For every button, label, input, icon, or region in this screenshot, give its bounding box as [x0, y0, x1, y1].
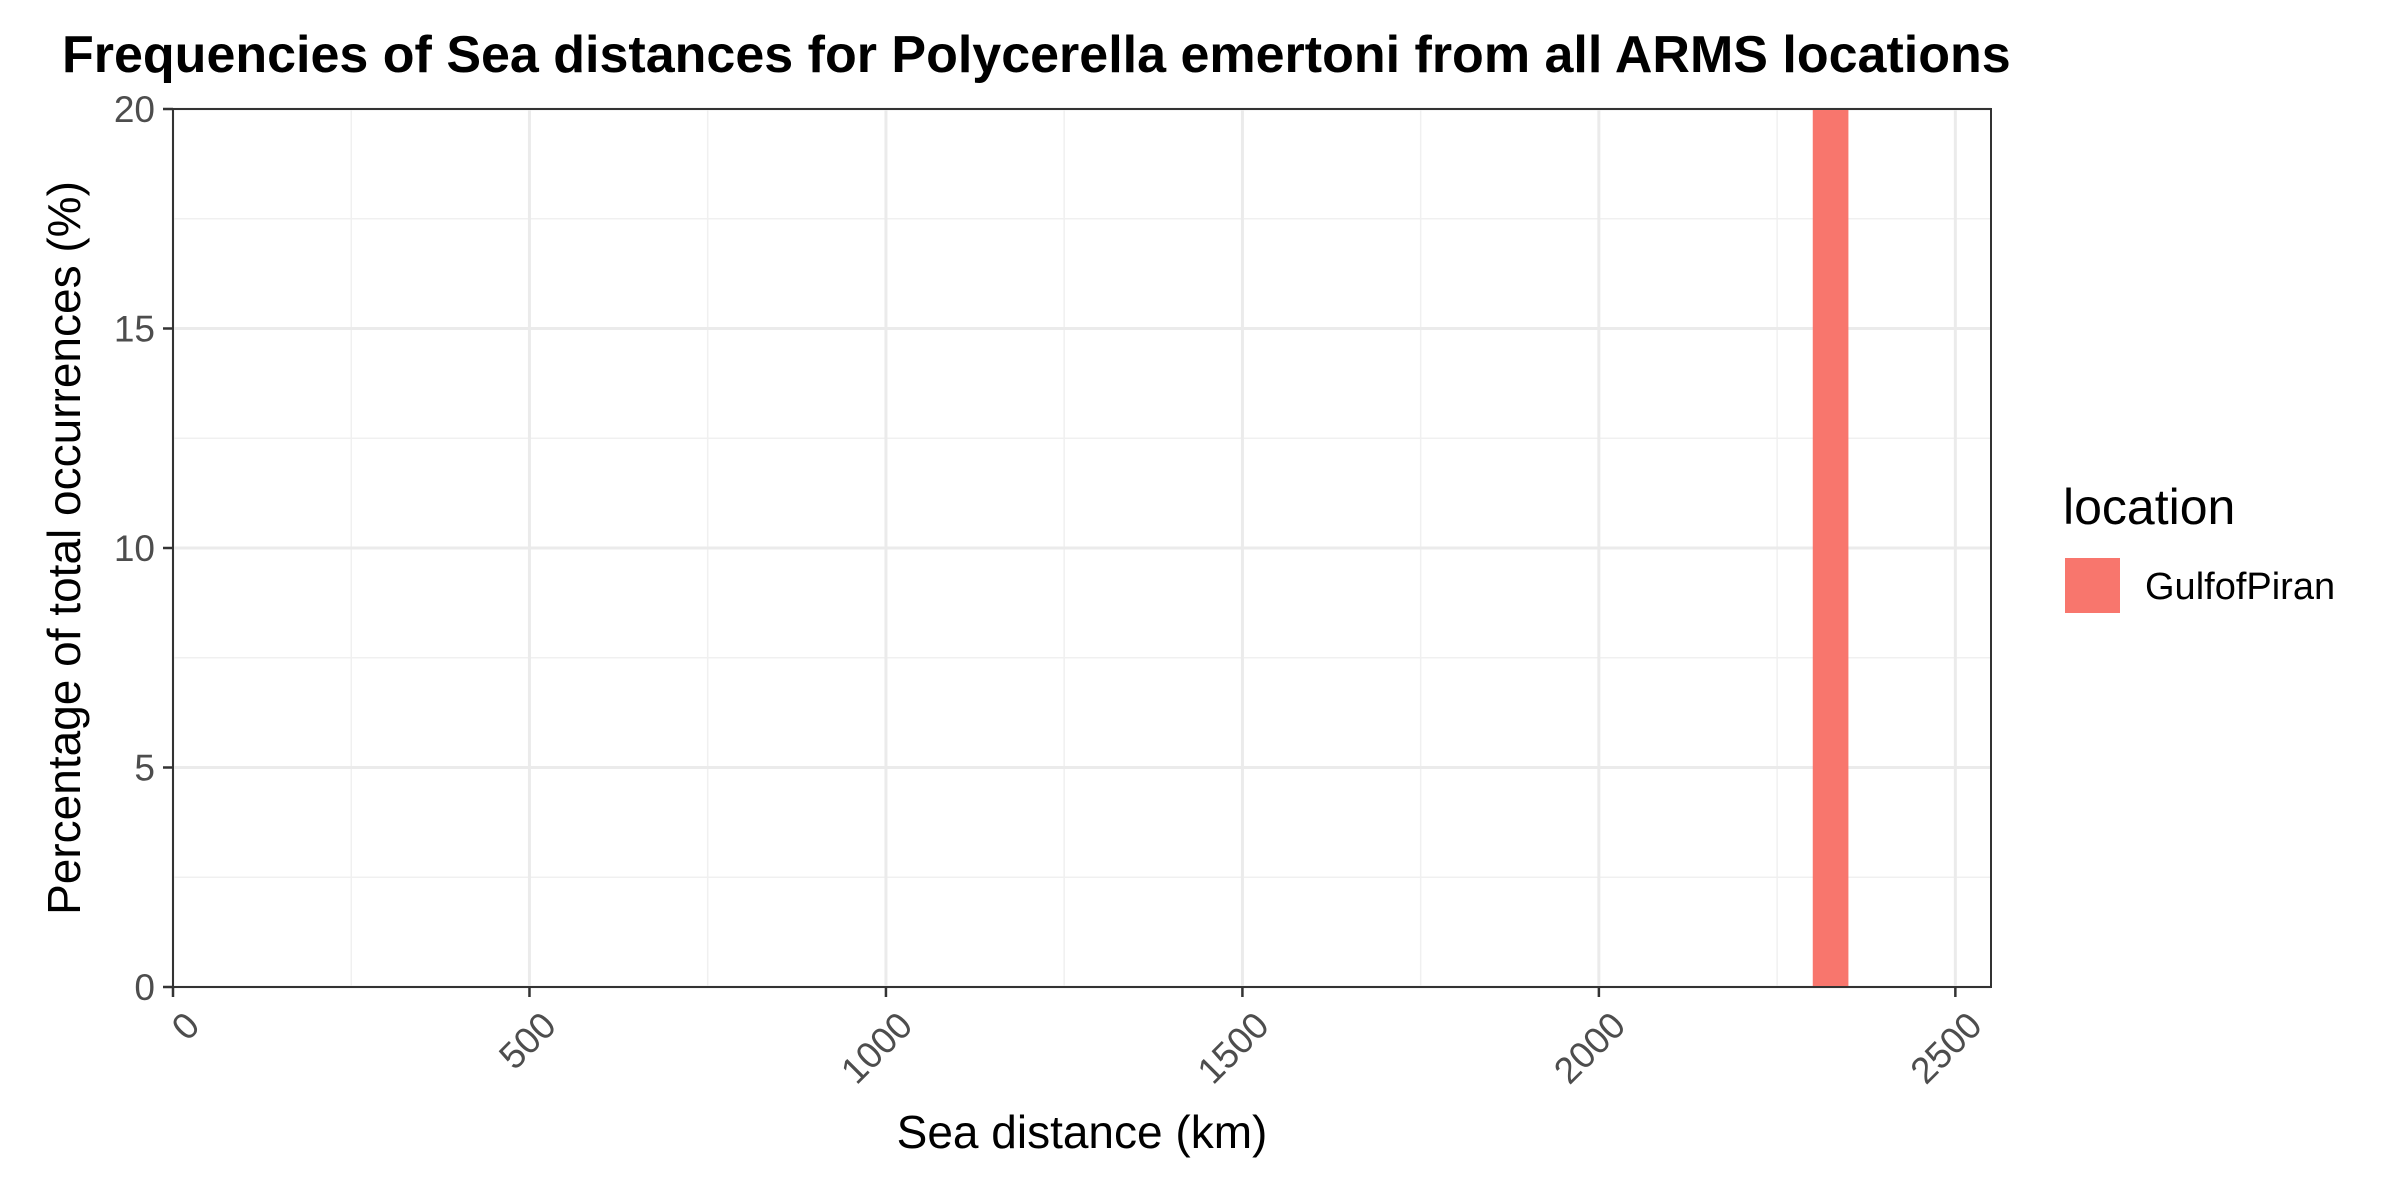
histogram-bar [1812, 109, 1849, 987]
x-tick-label: 0 [164, 1004, 208, 1048]
x-tick-label: 500 [491, 1004, 564, 1077]
x-axis-title: Sea distance (km) [897, 1106, 1268, 1158]
x-tick-label: 1000 [833, 1004, 920, 1091]
legend-title: location [2063, 479, 2235, 535]
y-tick-label: 20 [114, 89, 155, 130]
chart-title: Frequencies of Sea distances for Polycer… [62, 26, 2011, 84]
y-tick-label: 15 [114, 309, 155, 350]
y-tick-label: 5 [134, 748, 155, 789]
bars [1812, 109, 1849, 987]
x-tick-label: 2500 [1902, 1004, 1989, 1091]
legend-key-gulfofpiran [2065, 558, 2120, 613]
y-tick-label: 0 [134, 967, 155, 1008]
y-tick-label: 10 [114, 528, 155, 569]
x-tick-label: 2000 [1546, 1004, 1633, 1091]
x-tick-label: 1500 [1190, 1004, 1277, 1091]
axis-ticks: 0 5 10 15 20 0 500 1000 1500 2000 2500 [114, 89, 1990, 1092]
y-axis-title: Percentage of total occurrences (%) [38, 181, 90, 915]
legend-label-gulfofpiran: GulfofPiran [2145, 566, 2335, 608]
grid-lines [171, 107, 1991, 989]
legend: location GulfofPiran [2063, 479, 2335, 613]
legend-entries: GulfofPiran [2065, 558, 2335, 613]
